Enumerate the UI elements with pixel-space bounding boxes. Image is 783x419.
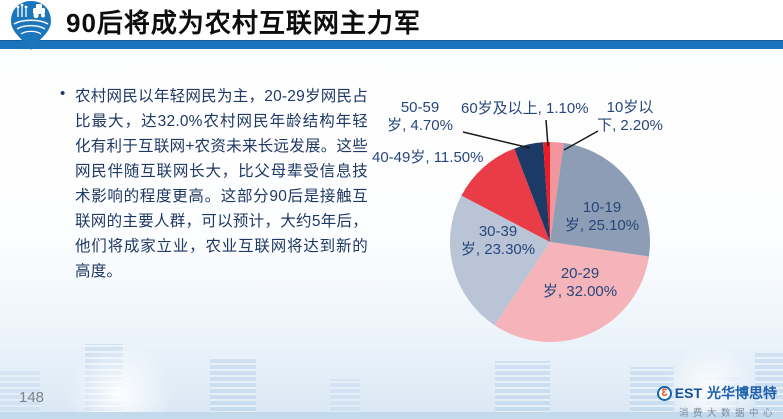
page-number: 148 [19, 389, 45, 406]
city-skyline-watermark [0, 339, 783, 419]
pie-slice-60-plus [543, 142, 550, 242]
pie-slice-10-19 [550, 142, 650, 257]
pie-chart-svg [450, 119, 650, 342]
pie-slice-30-39 [450, 195, 550, 326]
brand-name: 光华博思特 [707, 385, 777, 401]
pie-label-20-29: 20-29 岁, 32.00% [542, 265, 618, 300]
farm-balloon-logo-icon [11, 1, 51, 54]
leader-lines-group [462, 119, 599, 151]
pie-slice-50-59 [514, 142, 550, 242]
leader-line-50-59 [462, 131, 531, 149]
pie-slice-20-29 [494, 242, 649, 342]
bottom-accent-strip [0, 412, 783, 419]
bullet-marker: • [60, 85, 66, 102]
pie-slice-under-10 [550, 142, 564, 242]
pie-label-50-59: 50-59 岁, 4.70% [387, 99, 453, 134]
pie-label-30-39: 30-39 岁, 23.30% [460, 223, 536, 258]
body-text-block: • 农村网民以年轻网民为主，20-29岁网民占比最大，达32.0%农村网民年龄结… [60, 84, 368, 284]
brand-subtitle: 消费大数据中心 [678, 408, 777, 419]
body-paragraph: 农村网民以年轻网民为主，20-29岁网民占比最大，达32.0%农村网民年龄结构年… [75, 88, 368, 280]
pie-label-10-19: 10-19 岁, 25.10% [564, 199, 640, 234]
footer-brand-logo: 3 EST 光华博思特 消费大数据中心 [656, 383, 777, 419]
pie-slices-group [450, 142, 650, 342]
brand-text: EST [674, 385, 702, 401]
pie-label-60plus: 60岁及以上, 1.10% [461, 100, 589, 117]
slide-header [0, 0, 783, 40]
best-logo-mark-icon: 3 [656, 385, 672, 401]
leader-line-60plus [545, 119, 549, 147]
pie-label-40-49: 40-49岁, 11.50% [372, 149, 484, 166]
pie-chart-area [380, 95, 720, 355]
pie-slice-40-49 [461, 148, 550, 242]
leader-line-under10 [563, 130, 599, 151]
page-title: 90后将成为农村互联网主力军 [66, 8, 421, 38]
header-divider-bar [0, 40, 783, 49]
pie-label-under10: 10岁以 下, 2.20% [597, 99, 663, 134]
